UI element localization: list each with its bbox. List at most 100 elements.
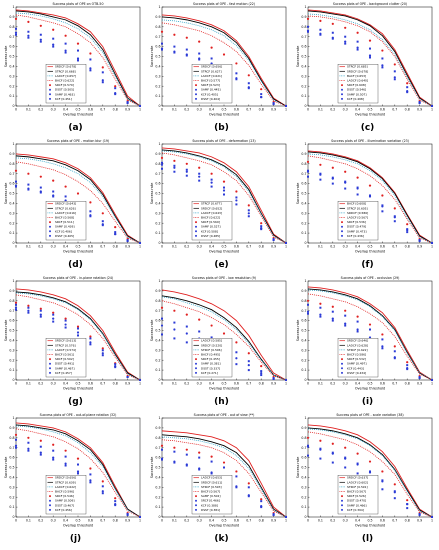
y-tick-label: 0.6 bbox=[155, 182, 160, 186]
legend-entry: DSST [0.434] bbox=[347, 371, 366, 375]
y-tick-label: 0.6 bbox=[155, 319, 160, 323]
series bbox=[15, 288, 141, 381]
x-tick-label: 0.2 bbox=[38, 519, 43, 523]
data-point bbox=[173, 166, 176, 169]
data-point bbox=[139, 379, 141, 381]
data-point bbox=[161, 42, 163, 45]
legend-box bbox=[191, 475, 233, 515]
chart-panel: Success plots of OPE - out of view (**) 0… bbox=[150, 411, 290, 531]
series-line bbox=[161, 434, 287, 518]
chart-panel: Success plots of OPE - deformation (23) 0… bbox=[150, 137, 290, 257]
data-point bbox=[319, 302, 322, 305]
y-tick-label: 0.5 bbox=[301, 55, 306, 59]
x-tick-label: 0.2 bbox=[184, 519, 189, 523]
data-point bbox=[260, 93, 263, 96]
data-point bbox=[344, 457, 347, 460]
data-point bbox=[247, 482, 250, 485]
legend-swatch bbox=[49, 499, 51, 502]
legend-swatch bbox=[195, 504, 197, 507]
legend-swatch bbox=[49, 84, 51, 87]
data-point bbox=[235, 475, 238, 478]
chart-title: Success plots of OPE - fast motion (22) bbox=[193, 2, 255, 6]
subfigure-label: (f) bbox=[361, 260, 374, 270]
data-point bbox=[64, 34, 67, 37]
legend-swatch bbox=[341, 508, 343, 511]
x-tick-label: 0 bbox=[161, 382, 163, 386]
data-point bbox=[52, 443, 55, 446]
y-tick-label: 0.5 bbox=[9, 329, 14, 333]
legend-swatch bbox=[341, 221, 343, 224]
data-point bbox=[393, 350, 396, 353]
data-point bbox=[247, 369, 250, 372]
data-point bbox=[210, 46, 213, 49]
x-axis-label: Overlap threshold bbox=[63, 250, 93, 254]
data-point bbox=[306, 436, 310, 439]
data-point bbox=[344, 35, 347, 38]
x-tick-label: 1 bbox=[285, 519, 287, 523]
data-point bbox=[76, 470, 80, 473]
data-point bbox=[307, 312, 309, 315]
x-tick-label: 0.9 bbox=[271, 245, 276, 249]
y-tick-label: 0.8 bbox=[9, 162, 14, 166]
data-point bbox=[418, 514, 421, 517]
legend-entry: SAMF [0.527] bbox=[201, 225, 220, 229]
y-tick-label: 0.1 bbox=[9, 94, 14, 98]
data-point bbox=[161, 48, 163, 51]
data-point bbox=[247, 352, 250, 355]
legend-entry: SRDCF [0.656] bbox=[55, 476, 76, 480]
y-tick-label: 0.2 bbox=[155, 495, 160, 499]
data-point bbox=[331, 182, 334, 185]
y-tick-label: 1 bbox=[158, 142, 160, 146]
series bbox=[15, 33, 141, 107]
y-tick-label: 0.7 bbox=[155, 172, 160, 176]
legend-entry: KCF [0.498] bbox=[347, 97, 364, 101]
data-point bbox=[27, 449, 30, 452]
data-point bbox=[319, 163, 322, 166]
legend-entry: KCF [0.451] bbox=[55, 97, 72, 101]
data-point bbox=[356, 463, 359, 466]
series-line bbox=[161, 439, 287, 518]
legend-entry: STRCF [0.622] bbox=[347, 348, 368, 352]
data-point bbox=[77, 327, 79, 330]
y-tick-label: 0.1 bbox=[155, 505, 160, 509]
legend-swatch bbox=[341, 93, 343, 96]
y-tick-label: 0.2 bbox=[301, 495, 306, 499]
data-point bbox=[406, 91, 409, 94]
data-point bbox=[222, 461, 226, 464]
y-tick-label: 0.9 bbox=[9, 426, 14, 430]
data-point bbox=[52, 449, 55, 452]
data-point bbox=[356, 40, 359, 43]
data-point bbox=[210, 336, 213, 339]
x-tick-label: 0.6 bbox=[380, 382, 385, 386]
legend-swatch bbox=[195, 371, 197, 374]
series bbox=[15, 292, 141, 381]
data-point bbox=[114, 363, 117, 366]
legend-entry: DSST [0.381] bbox=[201, 508, 220, 512]
y-tick-label: 0.9 bbox=[155, 15, 160, 19]
data-point bbox=[344, 466, 347, 469]
x-tick-label: 0.4 bbox=[209, 382, 214, 386]
x-tick-label: 0.9 bbox=[271, 108, 276, 112]
data-point bbox=[307, 25, 309, 28]
series bbox=[15, 424, 141, 518]
x-tick-label: 0.7 bbox=[246, 108, 251, 112]
y-tick-label: 0.8 bbox=[301, 299, 306, 303]
legend-entry: KCF [0.508] bbox=[201, 229, 218, 233]
data-point bbox=[356, 320, 359, 323]
data-point bbox=[14, 17, 18, 20]
y-tick-label: 0.6 bbox=[155, 45, 160, 49]
x-tick-label: 0.3 bbox=[197, 382, 202, 386]
data-point bbox=[319, 448, 322, 451]
data-point bbox=[77, 59, 79, 62]
x-tick-label: 0 bbox=[15, 245, 17, 249]
x-tick-label: 0 bbox=[307, 245, 309, 249]
data-point bbox=[260, 374, 263, 377]
y-tick-label: 0.4 bbox=[301, 339, 306, 343]
subfigure-label: (g) bbox=[68, 397, 83, 407]
data-point bbox=[406, 503, 409, 506]
series-line bbox=[307, 289, 433, 381]
data-point bbox=[331, 317, 334, 320]
data-point bbox=[173, 328, 176, 331]
data-point bbox=[368, 471, 372, 474]
x-tick-label: 0.9 bbox=[417, 245, 422, 249]
